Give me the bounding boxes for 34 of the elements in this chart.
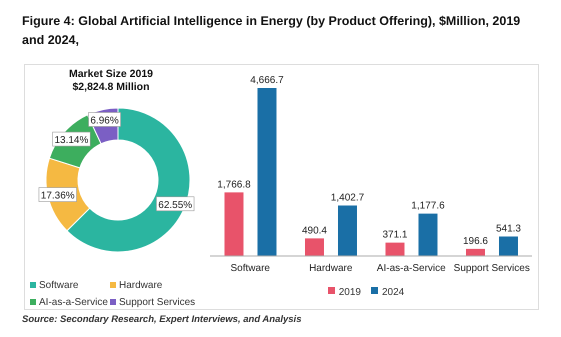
x-tick-label: Hardware <box>309 263 353 274</box>
data-label: 196.6 <box>462 236 488 247</box>
data-label: 1,402.7 <box>330 192 365 204</box>
data-label: 6.96% <box>90 115 119 126</box>
source-note: Source: Secondary Research, Expert Interviews, and Analysis <box>22 314 302 325</box>
text: Market Size 2019 <box>68 68 154 81</box>
bar <box>304 238 324 256</box>
x-tick-label: AI-as-a-Service <box>376 263 446 274</box>
data-label: 541.3 <box>496 224 522 235</box>
text: Figure 4: Global Artificial Intelligence in Energy (by Product Offering), $Million, 2019 and 2024, <box>22 13 522 49</box>
legend-label: 2019 <box>338 287 361 298</box>
legend-label: Software <box>38 280 80 291</box>
legend-label: 2024 <box>382 287 404 298</box>
bar <box>257 88 276 256</box>
data-label: 1,177.6 <box>411 200 446 212</box>
x-tick-label: Software <box>230 263 270 274</box>
data-label: 371.1 <box>382 230 408 241</box>
data-label: 17.36% <box>40 190 75 202</box>
x-tick-label: Support Services <box>454 263 530 274</box>
bar <box>338 206 357 256</box>
bar <box>498 236 518 256</box>
bar <box>418 214 438 256</box>
legend-label: AI-as-a-Service <box>38 297 109 308</box>
bar <box>224 192 244 256</box>
bar <box>466 248 485 256</box>
legend-label: Support Services <box>118 297 196 308</box>
data-label: 13.14% <box>54 135 88 146</box>
text: $2,824.8 Million <box>71 81 151 94</box>
bar <box>385 242 404 256</box>
data-label: 62.55% <box>158 200 192 211</box>
data-label: 4,666.7 <box>250 75 284 86</box>
data-label: 490.4 <box>302 225 328 236</box>
legend-label: Hardware <box>118 280 164 291</box>
data-label: 1,766.8 <box>217 179 252 190</box>
